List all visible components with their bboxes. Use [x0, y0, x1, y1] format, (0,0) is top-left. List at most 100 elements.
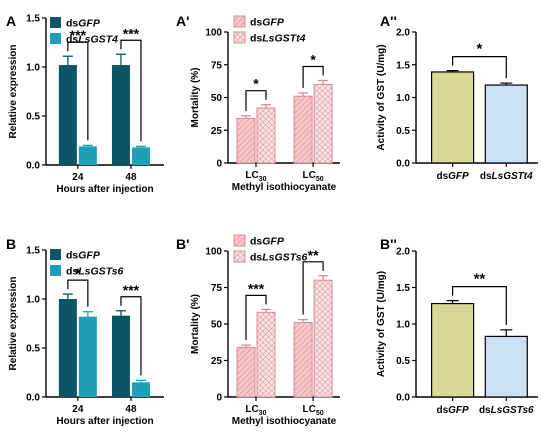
legend-swatch	[50, 33, 61, 44]
legend: dsGFP dsLsGSTs6	[233, 234, 308, 264]
legend: dsGFP dsLsGSTs6	[50, 249, 124, 278]
bar-dsGFP-LC30	[236, 117, 256, 164]
x-axis-label: Methyl isothiocyanate	[232, 416, 337, 427]
y-tick-label: 1.5	[26, 14, 40, 25]
y-tick-label: 25	[211, 126, 223, 137]
y-axis-label: Relative expression	[8, 45, 19, 139]
y-tick-label: 100	[205, 28, 222, 39]
significance-mark: *	[477, 41, 483, 58]
bar-dsLsGSTs6-LC30	[256, 311, 276, 398]
x-tick-label: LC50	[303, 170, 324, 183]
y-tick-label: 50	[211, 320, 223, 331]
y-axis-label: Activity of GST (U/mg)	[376, 44, 387, 150]
y-tick-label: 1.5	[396, 283, 410, 294]
legend-label: dsLsGSTs6	[250, 252, 308, 264]
bar-1	[484, 84, 528, 164]
legend-label: dsGFP	[66, 18, 101, 30]
y-tick-label: 2.0	[396, 247, 410, 258]
y-tick-label: 0	[216, 393, 222, 404]
panel-a-2: A' 0 25 50 75 100 Mortality (%) Methyl isothioc…	[176, 13, 340, 193]
significance-bracket: ***	[120, 282, 142, 376]
y-tick-label: 100	[205, 247, 222, 258]
x-tick-label: dsGFP	[436, 405, 469, 416]
legend-swatch	[50, 249, 61, 260]
y-tick-label: 75	[211, 283, 223, 294]
y-tick-label: 1.0	[26, 63, 40, 74]
significance-mark: ***	[248, 280, 265, 296]
significance-bracket: ***	[67, 27, 89, 141]
y-tick-label: 25	[211, 356, 223, 367]
panel-label: B	[6, 236, 16, 252]
y-tick-label: 1.5	[26, 246, 40, 257]
x-tick-label: dsLsGSTs6	[479, 405, 534, 416]
bar-dsLsGSTt4-LC30	[256, 107, 276, 164]
y-tick-label: 0.0	[26, 161, 40, 172]
significance-mark: ***	[70, 27, 87, 43]
panel-b-2: B' 0 25 50 75 100 Mortality (%) Methyl isothioc…	[176, 234, 340, 427]
panel-label: A''	[380, 13, 397, 29]
legend-swatch	[50, 17, 61, 28]
y-tick-label: 2.0	[396, 28, 410, 39]
bar-dsGFP-LC50	[293, 322, 313, 398]
x-tick-label: LC50	[303, 404, 324, 417]
y-axis-label: Relative expression	[8, 277, 19, 371]
panel-a-3: A'' 0.0 0.5 1.0 1.5 2.0 Activity of GST (U/mg)…	[376, 13, 538, 182]
bar-dsLsGSTt4-LC50	[313, 83, 333, 164]
x-tick-label: 24	[72, 404, 84, 415]
y-tick-label: 1.0	[26, 295, 40, 306]
y-tick-label: 0.0	[26, 393, 40, 404]
legend-label: dsGFP	[250, 17, 285, 29]
significance-bracket: **	[452, 271, 507, 325]
legend: dsGFP dsLsGSTt4	[233, 15, 306, 45]
y-tick-label: 1.0	[396, 93, 410, 104]
bar-dsGFP-LC50	[293, 95, 313, 164]
x-tick-label: 24	[72, 172, 84, 183]
legend-swatch	[233, 15, 246, 28]
bar-dsLsGSTs6-24	[78, 316, 97, 397]
x-tick-label: 48	[125, 404, 137, 415]
bar-dsGFP-48	[111, 65, 130, 165]
y-tick-label: 1.5	[396, 60, 410, 71]
significance-mark: *	[253, 76, 259, 92]
legend-label: dsLsGSTs6	[66, 266, 124, 278]
legend-label: dsLsGST4	[66, 34, 118, 46]
y-tick-label: 0.5	[396, 126, 410, 137]
significance-mark: **	[308, 247, 319, 263]
y-axis-label: Mortality (%)	[190, 68, 201, 128]
legend-label: dsGFP	[250, 236, 285, 248]
panel-label: B''	[380, 236, 397, 252]
panel-a-1: A 0.0 0.5 1.0 1.5 Relative expression Hours af…	[6, 13, 164, 195]
y-tick-label: 0.5	[26, 344, 40, 355]
legend-swatch	[50, 265, 61, 276]
legend-label: dsLsGSTt4	[250, 33, 306, 45]
y-tick-label: 50	[211, 93, 223, 104]
significance-bracket: *	[452, 41, 507, 79]
significance-mark: *	[310, 51, 316, 67]
significance-bracket: *	[67, 265, 89, 307]
significance-mark: *	[75, 265, 81, 281]
panel-b-1: B 0.0 0.5 1.0 1.5 Relative expression Hours af…	[6, 236, 164, 427]
legend-swatch	[233, 250, 246, 263]
x-axis-label: Hours after injection	[56, 184, 153, 195]
x-tick-label: dsLsGSTt4	[480, 171, 533, 182]
panel-b-3: B'' 0.0 0.5 1.0 1.5 2.0 Activity of GST (U/mg)…	[376, 236, 538, 416]
panel-label: B'	[176, 236, 189, 252]
significance-bracket: *	[302, 51, 324, 88]
legend-label: dsGFP	[66, 250, 101, 262]
bar-dsGFP-LC30	[236, 346, 256, 398]
significance-mark: ***	[123, 25, 140, 41]
legend-swatch	[233, 31, 246, 44]
panel-label: A'	[176, 13, 189, 29]
x-tick-label: LC30	[245, 404, 266, 417]
bar-1	[484, 335, 528, 398]
x-tick-label: LC30	[245, 170, 266, 183]
bar-dsLsGSTt4-48	[131, 147, 150, 165]
x-axis-label: Methyl isothiocyanate	[232, 182, 337, 193]
y-tick-label: 0.5	[26, 112, 40, 123]
bar-dsLsGSTs6-LC50	[313, 279, 333, 398]
x-tick-label: dsGFP	[436, 171, 469, 182]
bar-0	[431, 302, 475, 398]
y-axis-label: Mortality (%)	[190, 294, 201, 354]
bar-dsGFP-24	[58, 65, 77, 165]
